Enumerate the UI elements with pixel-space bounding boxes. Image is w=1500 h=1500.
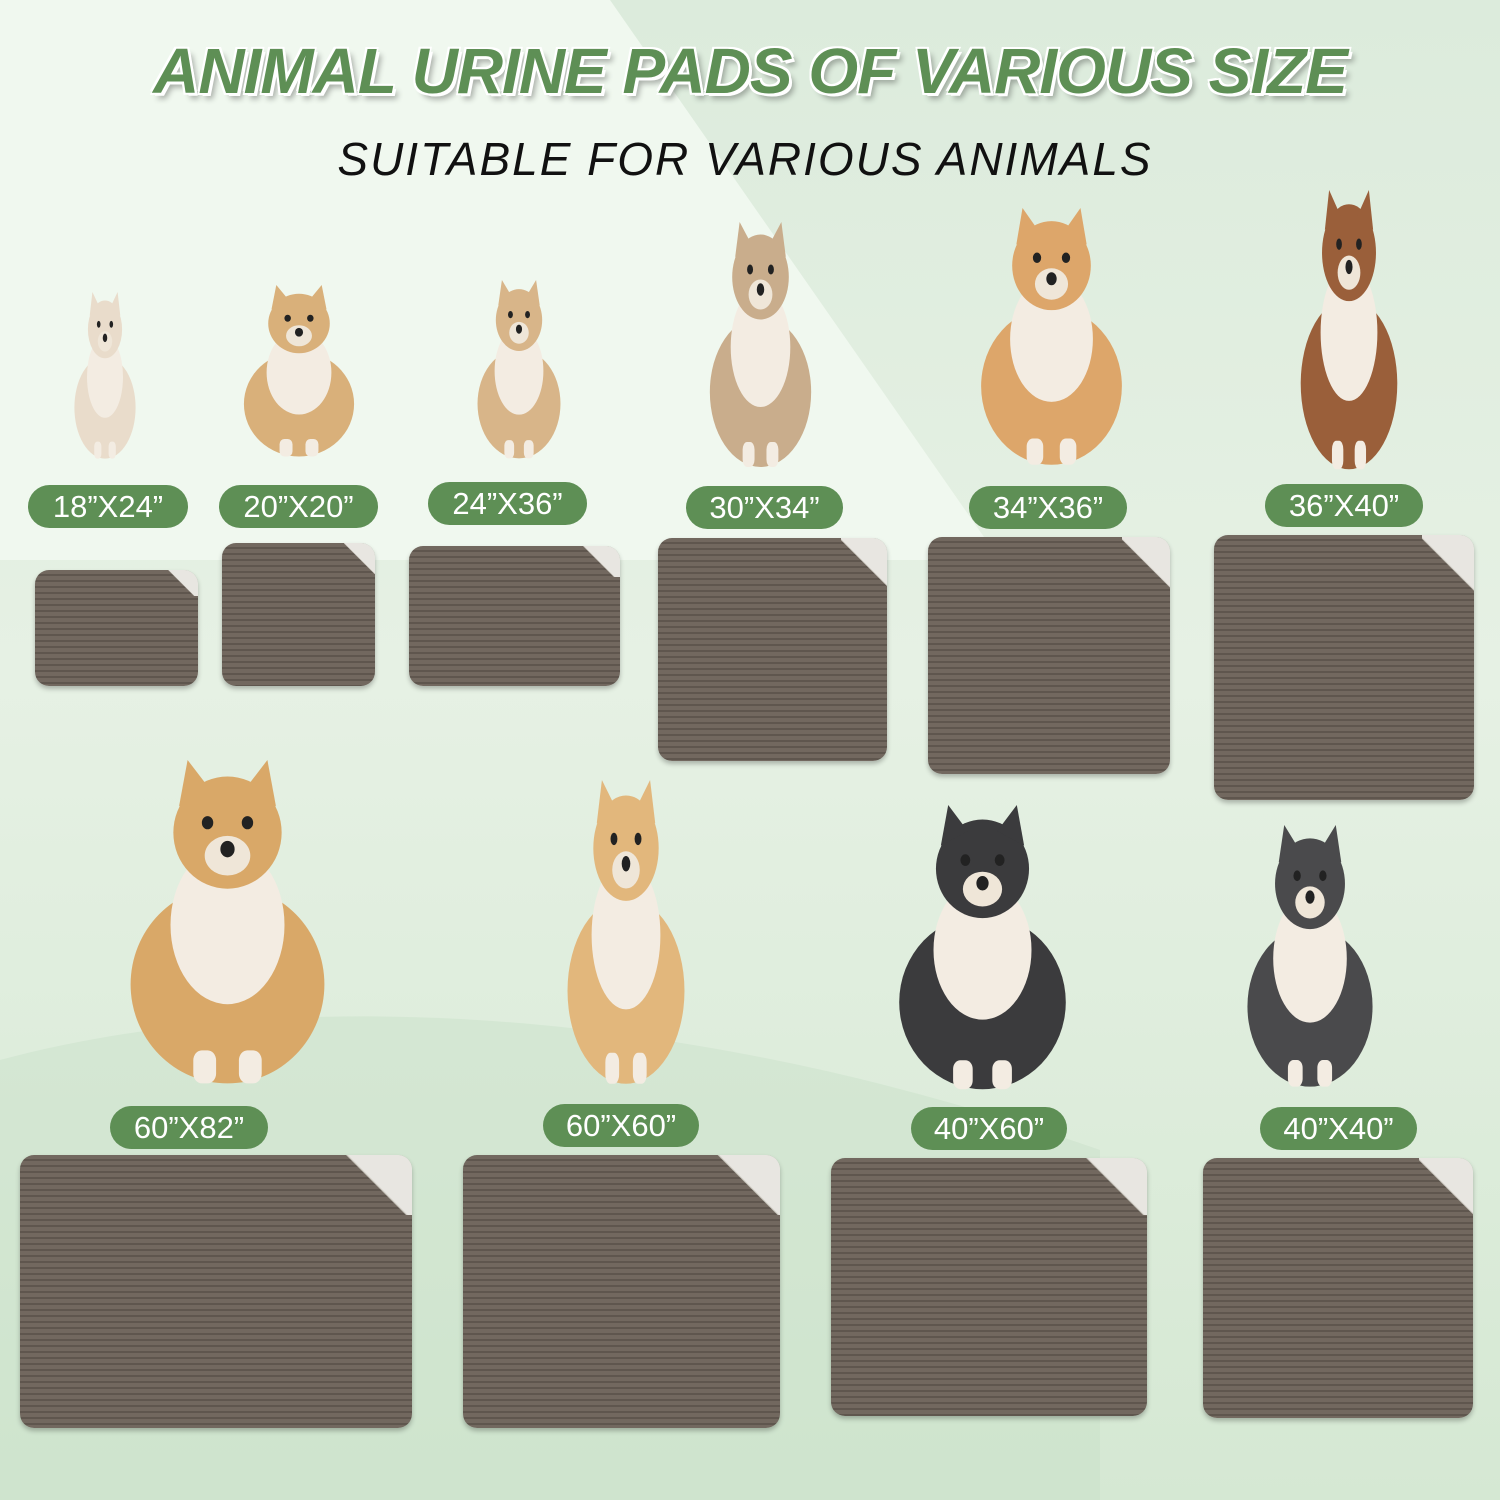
urine-pad bbox=[20, 1155, 412, 1428]
folded-corner bbox=[342, 1155, 412, 1216]
husky-pair-icon bbox=[860, 805, 1105, 1095]
folded-corner bbox=[716, 1155, 780, 1216]
st-bernard-icon bbox=[85, 760, 370, 1090]
folded-corner bbox=[1121, 537, 1170, 590]
cat-icon bbox=[60, 292, 150, 462]
folded-corner bbox=[841, 538, 887, 588]
folded-corner bbox=[1419, 1158, 1473, 1216]
shepherd-dog-icon bbox=[1278, 190, 1420, 475]
page-title: ANIMAL URINE PADS OF VARIOUS SIZE bbox=[153, 35, 1348, 107]
size-label: 60”X82” bbox=[110, 1106, 268, 1149]
dog-icon bbox=[458, 280, 580, 462]
folded-corner bbox=[165, 570, 198, 596]
size-label: 36”X40” bbox=[1265, 484, 1423, 527]
urine-pad bbox=[658, 538, 887, 761]
urine-pad bbox=[1203, 1158, 1473, 1418]
size-label: 30”X34” bbox=[686, 486, 843, 529]
page-subtitle: SUITABLE FOR VARIOUS ANIMALS bbox=[337, 133, 1153, 185]
size-label: 20”X20” bbox=[219, 485, 378, 528]
folded-corner bbox=[1083, 1158, 1147, 1215]
pug-icon bbox=[686, 222, 835, 472]
corgi-icon bbox=[948, 208, 1155, 470]
urine-pad bbox=[831, 1158, 1147, 1416]
urine-pad bbox=[409, 546, 620, 686]
urine-pad bbox=[222, 543, 375, 686]
folded-corner bbox=[344, 543, 375, 575]
urine-pad bbox=[928, 537, 1170, 774]
size-label: 60”X60” bbox=[543, 1104, 699, 1147]
urine-pad bbox=[35, 570, 198, 686]
urine-pad bbox=[463, 1155, 780, 1428]
size-label: 18”X24” bbox=[28, 485, 188, 528]
folded-corner bbox=[1422, 535, 1474, 594]
husky-icon bbox=[1218, 825, 1402, 1092]
urine-pad bbox=[1214, 535, 1474, 800]
folded-corner bbox=[577, 546, 620, 577]
cat-and-puppy-icon bbox=[218, 285, 380, 460]
size-label: 40”X40” bbox=[1260, 1107, 1417, 1150]
size-label: 34”X36” bbox=[969, 486, 1127, 529]
size-label: 40”X60” bbox=[911, 1107, 1067, 1150]
size-label: 24”X36” bbox=[428, 482, 587, 525]
golden-retriever-icon bbox=[540, 780, 712, 1090]
